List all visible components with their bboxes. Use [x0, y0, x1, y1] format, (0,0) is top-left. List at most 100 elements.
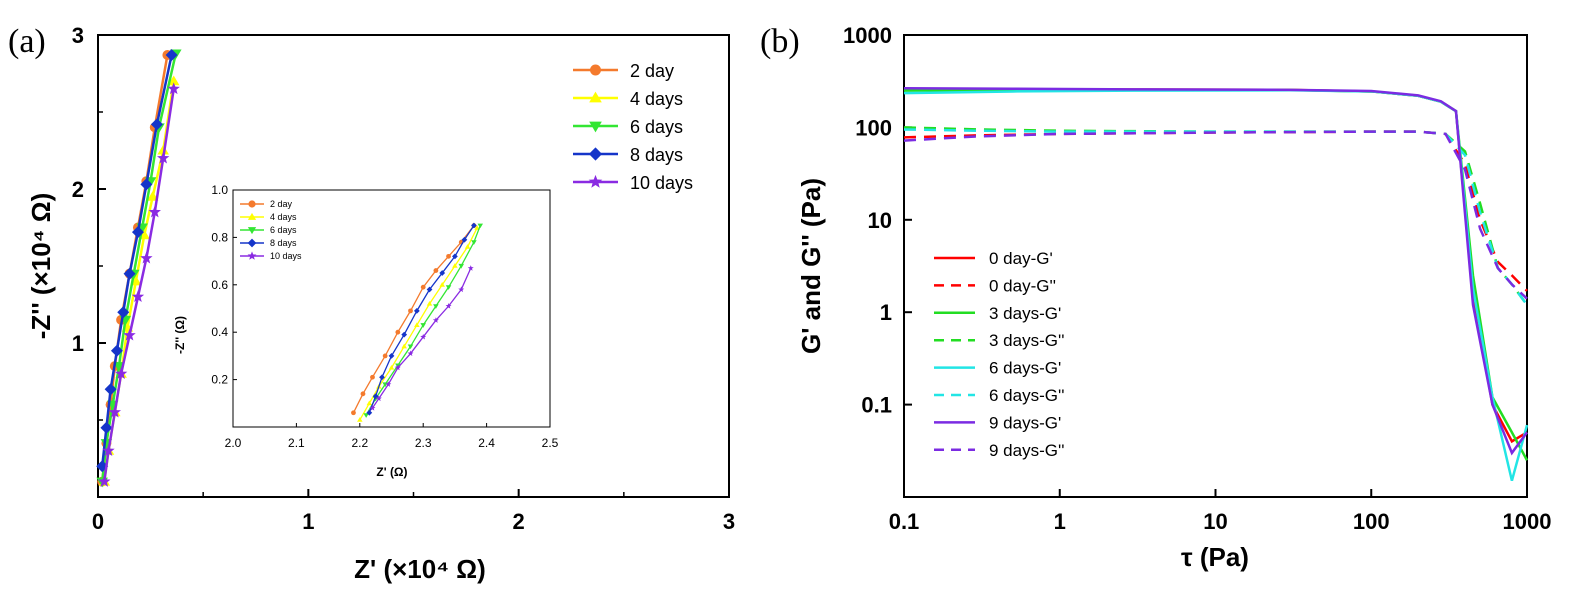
- data-point-4-days: [157, 144, 169, 155]
- inset-data-point-10-days: [467, 265, 474, 271]
- inset-data-point-4-days: [452, 263, 458, 268]
- inset-y-axis-label: -Z'' (Ω): [173, 316, 187, 354]
- inset-data-point-8-days: [413, 307, 420, 314]
- inset-data-point-8-days: [471, 222, 477, 229]
- inset-data-point-4-days: [357, 417, 363, 422]
- panel-a-legend: 2 day 4 days 6 days 8 days 10 days: [573, 61, 693, 193]
- panel-b-ticks: 0.1 1 10 100 1000 0.1 1 10 100 1000: [843, 23, 1551, 534]
- inset-data-point-6-days: [420, 323, 426, 328]
- inset-data-point-10-days: [420, 333, 427, 340]
- inset-data-point-6-days: [445, 285, 452, 290]
- inset-series-line-10-days: [371, 267, 472, 409]
- inset-data-point-4-days: [464, 244, 471, 249]
- panel-a-inset: 2.0 2.1 2.2 2.3 2.4 2.5 0.2 0.4 0.6 0.8 1.0 2 day 4…: [173, 183, 559, 479]
- data-point-8-days: [150, 118, 163, 131]
- data-point-10-days: [167, 82, 180, 95]
- inset-data-point-2-day: [351, 410, 356, 416]
- legend-marker-4-days: [589, 91, 602, 103]
- inset-y-tick-label: 1.0: [211, 183, 228, 197]
- inset-legend-marker-8-days: [247, 238, 257, 248]
- inset-x-tick-label: 2.4: [478, 436, 495, 450]
- inset-y-tick-label: 0.2: [211, 373, 228, 387]
- inset-legend-marker-6-days: [247, 227, 257, 235]
- inset-data-point-2-day: [360, 391, 366, 397]
- x-tick-label: 100: [1353, 509, 1390, 534]
- inset-data-point-2-day: [446, 253, 451, 259]
- legend-label-9-days-g: 9 days-G': [989, 413, 1061, 432]
- panel-a-series: [96, 49, 182, 488]
- inset-x-tick-label: 2.2: [351, 436, 368, 450]
- inset-data-point-6-days: [458, 263, 464, 269]
- series-line-9-days-g: [903, 130, 1528, 300]
- panel-b-x-axis-label: τ (Pa): [1181, 542, 1249, 572]
- legend-label-0-day-g: 0 day-G': [989, 249, 1053, 268]
- inset-data-point-8-days: [401, 331, 408, 338]
- inset-legend: 2 day 4 days 6 days 8 days 10 days: [240, 199, 302, 261]
- inset-data-point-10-days: [407, 350, 414, 357]
- y-tick-label: 1: [880, 300, 892, 325]
- inset-legend-marker-2-day: [248, 200, 256, 208]
- y-tick-label: 1000: [843, 23, 892, 48]
- panel-a-y-axis-label: -Z'' (×10⁴ Ω): [26, 193, 56, 339]
- inset-data-point-8-days: [452, 253, 458, 260]
- legend-label-2-day: 2 day: [630, 61, 674, 81]
- inset-legend-label-8-days: 8 days: [270, 238, 297, 248]
- data-point-8-days: [123, 267, 136, 280]
- inset-data-point-2-day: [370, 374, 375, 380]
- legend-label-3-days-g: 3 days-G'': [989, 331, 1064, 350]
- legend-label-6-days: 6 days: [630, 117, 683, 137]
- panel-b-legend: 0 day-G' 0 day-G'' 3 days-G' 3 days-G'' 6 da…: [934, 249, 1064, 460]
- inset-data-point-8-days: [388, 353, 395, 359]
- inset-legend-label-2-day: 2 day: [270, 199, 293, 209]
- inset-plot-frame: [232, 189, 551, 428]
- inset-data-point-4-days: [388, 364, 395, 370]
- panel-b-label: (b): [760, 23, 800, 60]
- data-point-8-days: [104, 383, 117, 396]
- legend-label-9-days-g: 9 days-G'': [989, 441, 1064, 460]
- inset-data-point-6-days: [433, 304, 439, 309]
- panel-a: (a) 0 1 2 3 1 2 3 Z' (×10⁴ Ω) -Z'' (×10⁴ Ω) 2 …: [8, 23, 735, 584]
- data-point-10-days: [98, 475, 111, 487]
- x-tick-label: 1: [1054, 509, 1066, 534]
- panel-b: (b) 0.1 1 10 100 1000 0.1 1 10 100 1000 τ (Pa) G'…: [760, 23, 1551, 572]
- inset-data-point-10-days: [394, 364, 401, 371]
- series-line-6-days: [100, 53, 178, 482]
- legend-label-6-days-g: 6 days-G'': [989, 386, 1064, 405]
- panel-a-x-axis-label: Z' (×10⁴ Ω): [354, 554, 486, 584]
- inset-legend-label-4-days: 4 days: [270, 212, 297, 222]
- inset-x-tick-label: 2.0: [225, 436, 242, 450]
- data-point-10-days: [123, 328, 136, 341]
- series-line-10-days: [103, 88, 175, 482]
- inset-data-point-10-days: [375, 395, 382, 402]
- panel-b-series: [903, 87, 1529, 482]
- inset-y-tick-label: 0.8: [211, 230, 228, 244]
- legend-label-6-days-g: 6 days-G': [989, 359, 1061, 378]
- x-tick-label: 1000: [1503, 509, 1552, 534]
- inset-data-point-10-days: [458, 286, 465, 293]
- inset-data-point-4-days: [439, 282, 445, 287]
- inset-data-point-8-days: [379, 374, 385, 381]
- data-point-10-days: [157, 151, 170, 164]
- series-line-8-days: [100, 54, 173, 467]
- panel-a-ticks: 0 1 2 3 1 2 3: [72, 23, 735, 534]
- inset-data-point-2-day: [408, 308, 413, 314]
- data-point-10-days: [148, 205, 161, 218]
- data-point-10-days: [114, 367, 128, 380]
- legend-label-0-day-g: 0 day-G'': [989, 276, 1056, 295]
- panel-b-y-axis-label: G' and G'' (Pa): [796, 178, 826, 354]
- inset-data-point-10-days: [445, 303, 452, 309]
- inset-series: [351, 222, 484, 422]
- inset-data-point-2-day: [382, 353, 388, 359]
- inset-data-point-4-days: [426, 301, 433, 306]
- panel-a-label: (a): [8, 23, 46, 60]
- data-point-8-days: [165, 49, 178, 62]
- data-point-8-days: [110, 344, 123, 357]
- legend-label-3-days-g: 3 days-G': [989, 304, 1061, 323]
- inset-x-tick-label: 2.5: [542, 436, 559, 450]
- legend-marker-8-days: [588, 147, 603, 161]
- inset-data-point-10-days: [432, 317, 439, 323]
- data-point-10-days: [131, 290, 145, 303]
- inset-data-point-6-days: [407, 344, 414, 350]
- series-line-9-days-g: [903, 87, 1529, 456]
- y-tick-label: 100: [855, 115, 892, 140]
